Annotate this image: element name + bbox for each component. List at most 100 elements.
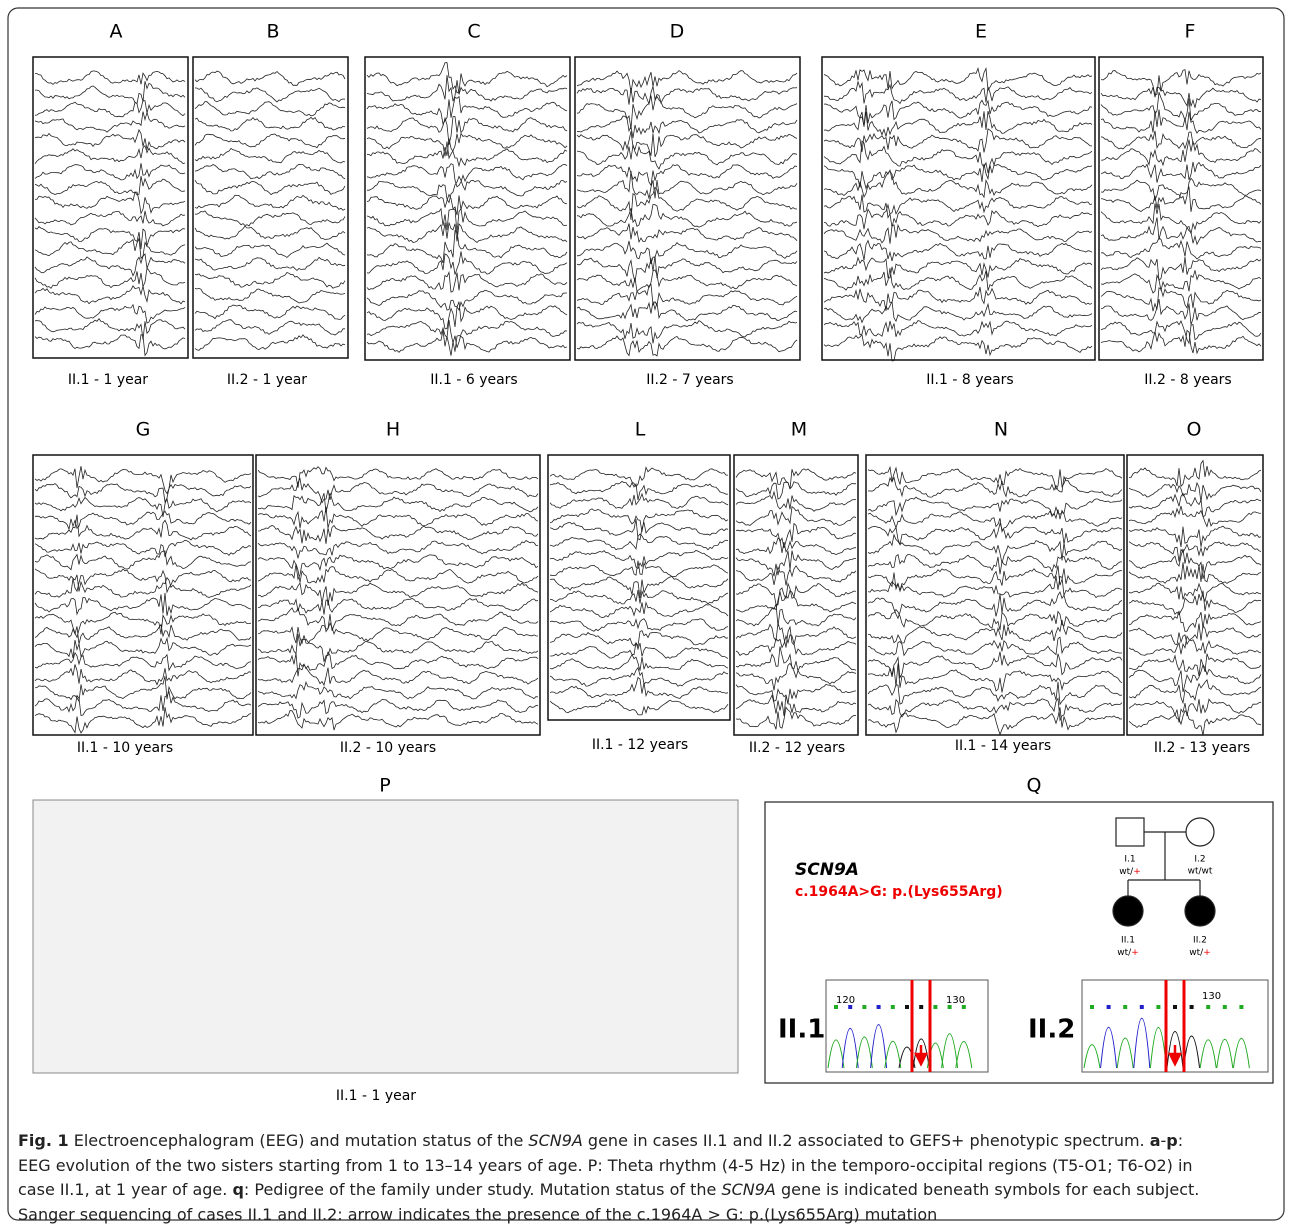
- caption-run: :: [1178, 1131, 1183, 1150]
- status: wt/: [1117, 948, 1132, 958]
- base-call: [905, 1005, 909, 1009]
- affected-female: [1113, 896, 1143, 926]
- base-call: [848, 1005, 852, 1009]
- panel-letter: M: [791, 419, 807, 441]
- figure-caption: Fig. 1 Electroencephalogram (EEG) and mu…: [18, 1129, 1199, 1227]
- subject-id: I.2: [1194, 855, 1205, 865]
- status-mark: +: [1131, 948, 1139, 958]
- panel-caption: II.2 - 13 years: [1154, 740, 1250, 756]
- female-symbol: [1186, 818, 1214, 846]
- panel-caption: II.1 - 6 years: [430, 372, 517, 388]
- panel-letter: P: [379, 775, 390, 797]
- status: wt/: [1189, 948, 1204, 958]
- chromatogram: 120 130: [826, 980, 988, 1072]
- base-call: [1090, 1005, 1094, 1009]
- panel-caption: II.1 - 1 year: [68, 372, 148, 388]
- panel-letter: E: [975, 21, 987, 43]
- eeg-frame: [33, 455, 253, 735]
- case-label: II.1: [778, 1015, 825, 1045]
- panel-letter: A: [110, 21, 123, 43]
- panel-caption: II.2 - 12 years: [749, 740, 845, 756]
- eeg-frame: [734, 455, 858, 735]
- base-call: [1173, 1005, 1177, 1009]
- panel-caption: II.1 - 1 year: [336, 1088, 416, 1104]
- caption-run: EEG evolution of the two sisters startin…: [18, 1156, 1193, 1175]
- caption-line: case II.1, at 1 year of age. q: Pedigree…: [18, 1178, 1199, 1203]
- eeg-frame: [256, 455, 540, 735]
- panel-p-frame: [33, 800, 738, 1073]
- subject-status: wt/+: [1119, 867, 1140, 877]
- panel-caption: II.1 - 14 years: [955, 738, 1051, 754]
- base-call: [962, 1005, 966, 1009]
- mutation: c.1964A>G: p.(Lys655Arg): [795, 884, 1003, 900]
- caption-run: Electroencephalogram (EEG) and mutation …: [69, 1131, 529, 1150]
- eeg-frame: [575, 57, 800, 360]
- caption-run: gene is indicated beneath symbols for ea…: [776, 1180, 1200, 1199]
- chromatogram-frame: [826, 980, 988, 1072]
- panel-letter: Q: [1027, 775, 1042, 797]
- caption-run: case II.1, at 1 year of age.: [18, 1180, 232, 1199]
- base-call: [1156, 1005, 1160, 1009]
- base-call: [1206, 1005, 1210, 1009]
- base-call: [1223, 1005, 1227, 1009]
- panel-caption: II.1 - 10 years: [77, 740, 173, 756]
- base-position: 120: [836, 995, 855, 1006]
- panel-letter: F: [1185, 21, 1196, 43]
- panel-letter: N: [994, 419, 1008, 441]
- caption-line: Sanger sequencing of cases II.1 and II.2…: [18, 1203, 1199, 1227]
- eeg-frame: [866, 455, 1124, 735]
- base-call: [948, 1005, 952, 1009]
- eeg-frame: [822, 57, 1095, 360]
- base-position: 130: [1202, 991, 1221, 1002]
- status-mark: +: [1203, 948, 1211, 958]
- panel-caption: II.2 - 1 year: [227, 372, 307, 388]
- subject-id: I.1: [1124, 855, 1135, 865]
- panel-letter: G: [136, 419, 151, 441]
- subject-status: wt/+: [1117, 948, 1138, 958]
- status: wt/: [1119, 867, 1134, 877]
- base-position: 130: [946, 995, 965, 1006]
- subject-status: wt/+: [1189, 948, 1210, 958]
- base-call: [891, 1005, 895, 1009]
- case-label: II.2: [1028, 1015, 1075, 1045]
- base-call: [1190, 1005, 1194, 1009]
- panel-letter: B: [266, 21, 279, 43]
- caption-run: a: [1150, 1131, 1161, 1150]
- panel-letter: O: [1187, 419, 1202, 441]
- caption-run: gene in cases II.1 and II.2 associated t…: [583, 1131, 1150, 1150]
- panel-caption: II.1 - 8 years: [926, 372, 1013, 388]
- panel-caption: II.2 - 7 years: [646, 372, 733, 388]
- subject-id: II.2: [1193, 936, 1207, 946]
- chromatogram: 130: [1082, 980, 1268, 1072]
- base-call: [862, 1005, 866, 1009]
- base-call: [1140, 1005, 1144, 1009]
- base-call: [1123, 1005, 1127, 1009]
- status-mark: +: [1133, 867, 1141, 877]
- caption-line: Fig. 1 Electroencephalogram (EEG) and mu…: [18, 1129, 1199, 1154]
- panel-letter: C: [467, 21, 480, 43]
- panel-caption: II.2 - 10 years: [340, 740, 436, 756]
- base-call: [919, 1005, 923, 1009]
- caption-run: SCN9A: [721, 1180, 775, 1199]
- base-call: [834, 1005, 838, 1009]
- male-symbol: [1116, 818, 1144, 846]
- eeg-frame: [1099, 57, 1263, 360]
- gene-name: SCN9A: [795, 860, 859, 880]
- panel-letter: L: [635, 419, 646, 441]
- affected-female: [1185, 896, 1215, 926]
- caption-run: Fig. 1: [18, 1131, 69, 1150]
- caption-run: SCN9A: [528, 1131, 582, 1150]
- caption-line: EEG evolution of the two sisters startin…: [18, 1154, 1199, 1179]
- panel-letter: D: [670, 21, 685, 43]
- caption-run: Sanger sequencing of cases II.1 and II.2…: [18, 1205, 937, 1224]
- panel-letter: H: [386, 419, 400, 441]
- caption-run: p: [1166, 1131, 1177, 1150]
- eeg-frame: [33, 57, 188, 358]
- panel-caption: II.1 - 12 years: [592, 737, 688, 753]
- subject-status: wt/wt: [1188, 867, 1213, 877]
- base-call: [1239, 1005, 1243, 1009]
- panel-caption: II.2 - 8 years: [1144, 372, 1231, 388]
- base-call: [933, 1005, 937, 1009]
